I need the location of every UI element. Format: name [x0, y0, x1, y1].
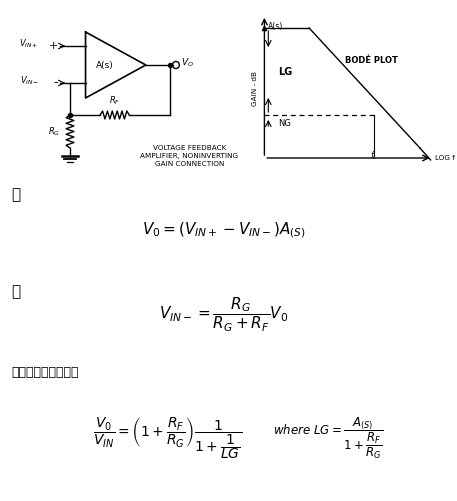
- Text: $R_G$: $R_G$: [48, 126, 60, 138]
- Text: $\dfrac{V_0}{V_{IN}} = \left(1+\dfrac{R_F}{R_G}\right)\dfrac{1}{1+\dfrac{1}{LG}}: $\dfrac{V_0}{V_{IN}} = \left(1+\dfrac{R_…: [93, 415, 242, 461]
- Text: +: +: [49, 41, 58, 51]
- Text: $V_O$: $V_O$: [181, 57, 194, 69]
- Text: $V_{IN+}$: $V_{IN+}$: [20, 38, 39, 50]
- Text: 替换并简化以获得：: 替换并简化以获得：: [12, 366, 79, 378]
- Text: $where\ LG = \dfrac{A_{(S)}}{1+\dfrac{R_F}{R_G}}$: $where\ LG = \dfrac{A_{(S)}}{1+\dfrac{R_…: [273, 415, 384, 461]
- Text: LG: LG: [278, 67, 292, 77]
- Text: $R_F$: $R_F$: [109, 95, 120, 107]
- Text: $f_L$: $f_L$: [370, 149, 378, 161]
- Text: $V_0 = (V_{IN+} - V_{IN-})A_{(S)}$: $V_0 = (V_{IN+} - V_{IN-})A_{(S)}$: [142, 220, 306, 240]
- Text: LOG f: LOG f: [436, 155, 455, 161]
- Text: 和: 和: [12, 285, 21, 300]
- Text: BODÉ PLOT: BODÉ PLOT: [345, 56, 398, 65]
- Text: $V_{IN-}$: $V_{IN-}$: [20, 75, 39, 87]
- Text: -: -: [54, 77, 58, 90]
- Text: NG: NG: [278, 119, 291, 127]
- Text: $V_{IN-} = \dfrac{R_G}{R_G + R_F}V_0$: $V_{IN-} = \dfrac{R_G}{R_G + R_F}V_0$: [159, 296, 288, 334]
- Text: A(s): A(s): [96, 61, 114, 70]
- Text: 跟: 跟: [12, 187, 21, 202]
- Text: VOLTAGE FEEDBACK
AMPLIFIER, NONINVERTING
GAIN CONNECTION: VOLTAGE FEEDBACK AMPLIFIER, NONINVERTING…: [140, 145, 239, 167]
- Text: A(s): A(s): [268, 22, 283, 31]
- Text: GAIN - dB: GAIN - dB: [252, 71, 258, 106]
